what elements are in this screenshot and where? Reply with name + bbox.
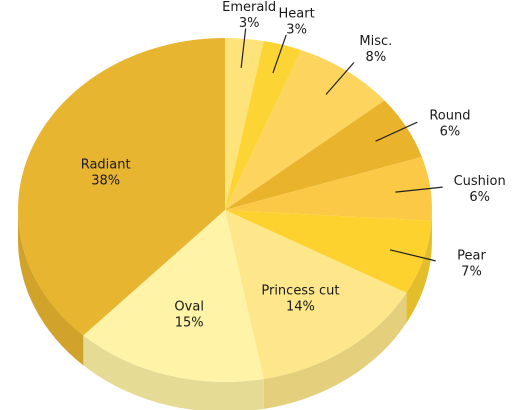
value-label: 38% <box>91 174 120 189</box>
leader-line <box>325 62 355 95</box>
slice <box>83 210 264 382</box>
slice-label: Misc. <box>359 34 392 49</box>
slice <box>225 210 432 293</box>
value-label: 3% <box>239 16 260 31</box>
leader-line <box>395 186 443 193</box>
slice <box>225 210 407 379</box>
slice-label: Radiant <box>81 158 131 173</box>
value-label: 14% <box>286 299 315 314</box>
leader-line <box>375 121 418 142</box>
slice <box>225 100 422 210</box>
slice <box>18 38 226 336</box>
slice <box>225 38 264 210</box>
leader-line <box>389 249 436 262</box>
slice-label: Oval <box>174 299 204 314</box>
slice <box>225 156 432 221</box>
slice-side <box>18 210 84 366</box>
leader-line <box>240 28 247 68</box>
value-label: 15% <box>175 315 204 330</box>
slice-label: Round <box>429 108 470 123</box>
slice <box>225 50 385 210</box>
value-label: 8% <box>366 50 387 65</box>
leader-line <box>272 34 287 74</box>
slice-label: Cushion <box>454 174 506 189</box>
slice <box>225 41 302 210</box>
value-label: 3% <box>286 22 307 37</box>
value-label: 6% <box>469 190 490 205</box>
slice-label: Princess cut <box>261 283 339 298</box>
slice-side <box>83 335 264 410</box>
slice-label: Emerald <box>222 0 276 15</box>
slice-label: Pear <box>457 248 486 263</box>
slice-side <box>406 220 432 323</box>
slice-label: Heart <box>279 6 315 21</box>
value-label: 6% <box>440 124 461 139</box>
slice-side <box>263 292 407 409</box>
value-label: 7% <box>461 264 482 279</box>
